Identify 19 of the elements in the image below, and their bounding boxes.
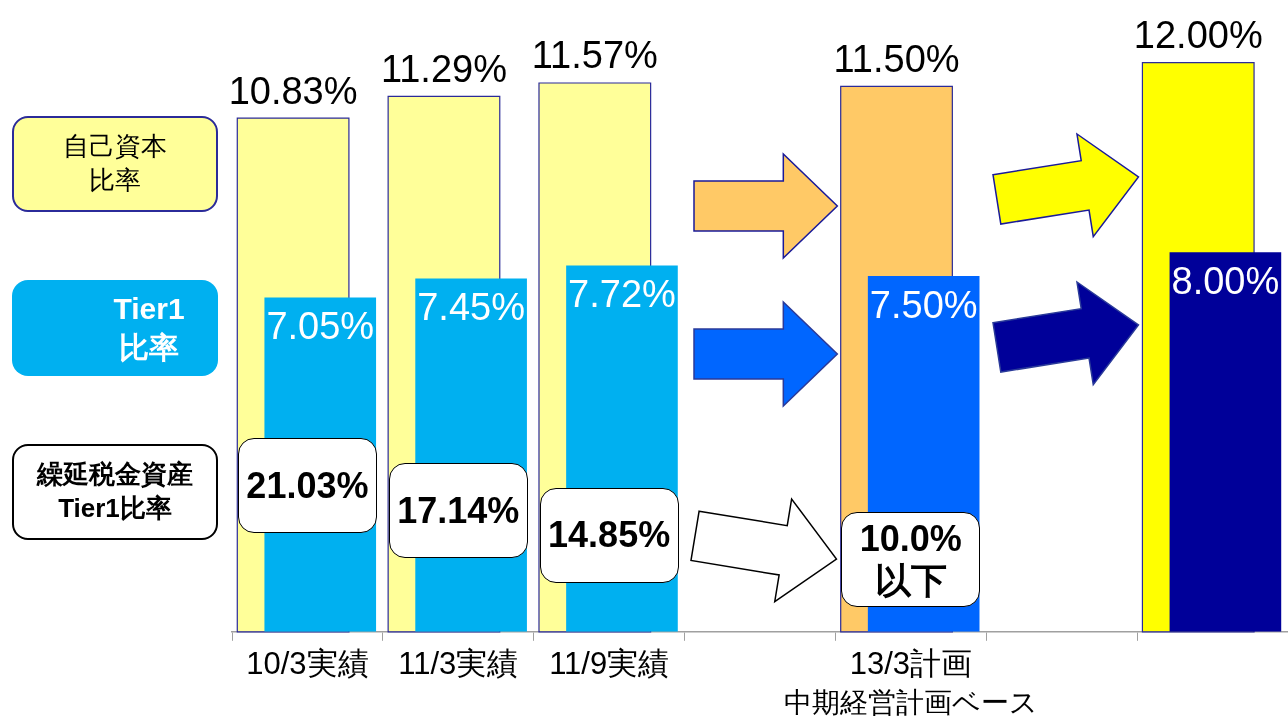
data-label: 7.05%	[266, 304, 375, 347]
text: 繰延税金資産Tier1比率	[35, 458, 194, 525]
text: 自己資本比率	[62, 130, 168, 197]
data-label: 11.50%	[833, 37, 960, 80]
data-label: 11.29%	[380, 47, 507, 90]
x-tick-label: 11/3実績	[398, 645, 519, 681]
x-tick-label: 11/9実績	[549, 645, 670, 681]
x-tick-label: 13/3計画	[849, 645, 973, 681]
data-label: 8.00%	[1171, 259, 1280, 302]
data-label: 11.57%	[531, 34, 658, 77]
text: 中期経営計画ベース	[783, 686, 1038, 719]
x-tick-label: 10/3実績	[246, 645, 369, 681]
text: Tier1比率	[112, 291, 186, 366]
data-label: 12.00%	[1133, 14, 1263, 57]
data-label: 7.72%	[568, 273, 676, 316]
data-label: 10.83%	[228, 69, 358, 112]
data-label: 7.45%	[417, 285, 525, 328]
data-label: 7.50%	[869, 283, 978, 326]
bar	[1169, 252, 1282, 632]
